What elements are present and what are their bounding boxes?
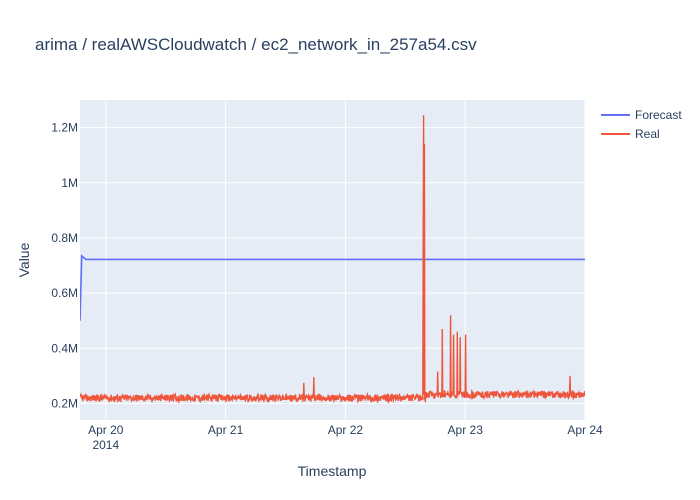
x-tick-label: Apr 23 — [448, 423, 484, 437]
series-layer — [80, 115, 585, 405]
x-tick-label: Apr 21 — [208, 423, 244, 437]
y-tick-label: 0.4M — [51, 341, 78, 355]
x-axis-title: Timestamp — [298, 463, 367, 479]
legend-item-real[interactable]: Real — [601, 127, 660, 141]
legend-item-forecast[interactable]: Forecast — [601, 108, 682, 122]
forecast-line — [80, 254, 585, 321]
chart-title: arima / realAWSCloudwatch / ec2_network_… — [35, 35, 477, 54]
x-tick-sublabel: 2014 — [92, 438, 119, 452]
x-tick-label: Apr 22 — [328, 423, 364, 437]
y-tick-label: 1M — [61, 176, 78, 190]
x-tick-label: Apr 24 — [567, 423, 603, 437]
y-tick-label: 1.2M — [51, 121, 78, 135]
legend[interactable]: Forecast Real — [601, 108, 682, 141]
legend-label: Forecast — [635, 108, 682, 122]
y-tick-label: 0.6M — [51, 286, 78, 300]
real-line — [80, 115, 585, 405]
y-tick-label: 0.8M — [51, 231, 78, 245]
legend-label: Real — [635, 127, 660, 141]
x-tick-label: Apr 20 — [88, 423, 124, 437]
y-axis-title: Value — [16, 242, 32, 277]
y-tick-labels: 0.2M 0.4M 0.6M 0.8M 1M 1.2M — [51, 121, 78, 411]
y-tick-label: 0.2M — [51, 396, 78, 410]
